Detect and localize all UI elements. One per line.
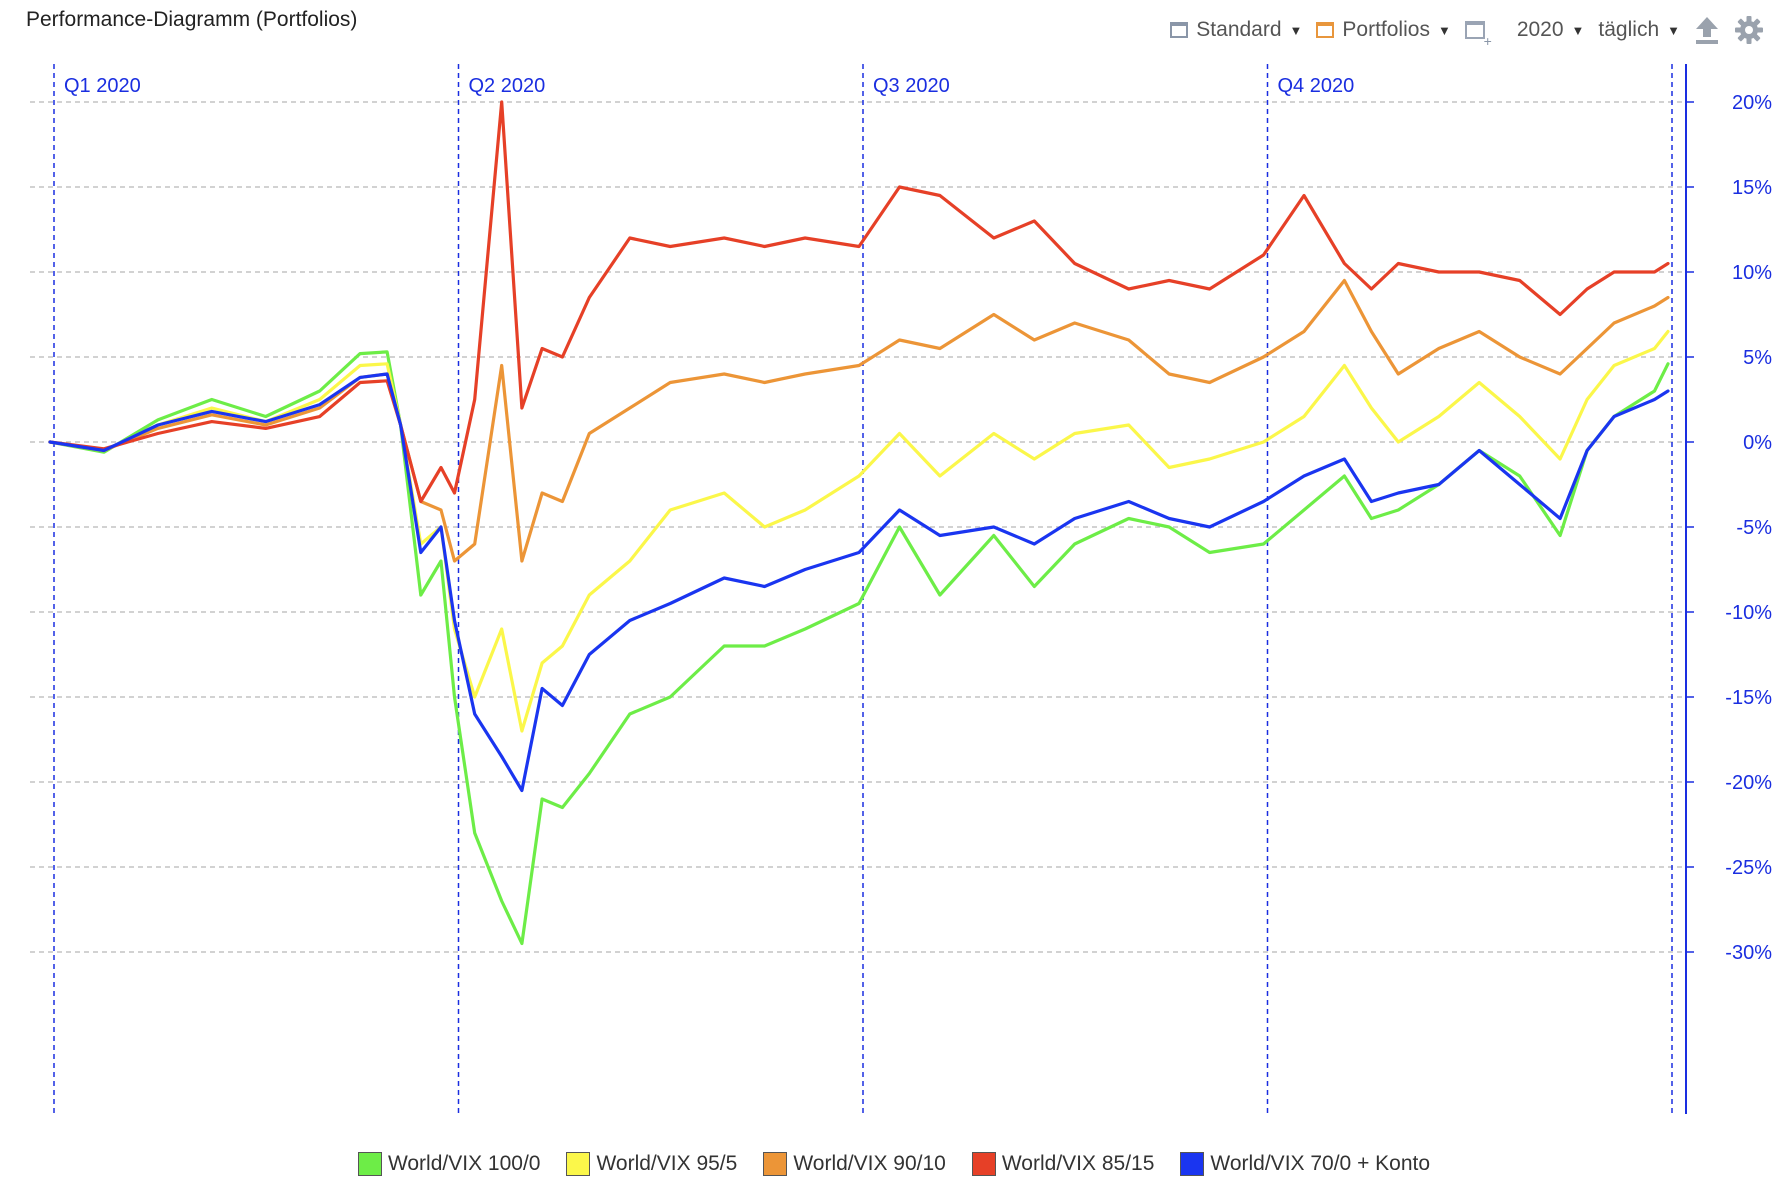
legend: World/VIX 100/0 World/VIX 95/5 World/VIX 9… (0, 1152, 1788, 1176)
year-dropdown[interactable]: 2020 ▼ (1517, 18, 1585, 42)
quarter-markers: Q1 2020 Q2 2020 Q3 2020 Q4 2020 (53, 64, 1673, 1114)
legend-swatch (971, 1152, 996, 1176)
series-line[interactable] (48, 350, 1670, 946)
y-tick-label: 5% (1743, 347, 1772, 369)
y-tick-label: 20% (1732, 92, 1772, 114)
year-label: 2020 (1516, 18, 1564, 41)
group-label: Portfolios (1342, 18, 1430, 41)
gridlines (30, 101, 1682, 953)
chevron-down-icon: ▼ (1289, 22, 1303, 38)
performance-chart[interactable]: Q1 2020 Q2 2020 Q3 2020 Q4 2020 20% 15% 10% 5%… (0, 60, 1788, 1120)
y-tick-label: 10% (1732, 262, 1772, 284)
legend-label: World/VIX 70/0 + Konto (1210, 1152, 1431, 1175)
legend-label: World/VIX 90/10 (793, 1152, 946, 1175)
interval-label: täglich (1598, 18, 1660, 41)
quarter-label: Q1 2020 (64, 75, 141, 97)
quarter-label: Q4 2020 (1278, 75, 1355, 97)
add-window-icon (1464, 21, 1492, 49)
gear-icon[interactable] (1734, 15, 1764, 45)
window-icon (1170, 22, 1189, 38)
chevron-down-icon: ▼ (1667, 22, 1680, 38)
group-dropdown[interactable]: Portfolios ▼ (1316, 18, 1451, 42)
series-line[interactable] (48, 372, 1670, 793)
legend-item[interactable]: World/VIX 90/10 (763, 1152, 946, 1176)
y-tick-label: 0% (1743, 432, 1772, 454)
legend-swatch (566, 1152, 591, 1176)
upload-icon[interactable] (1694, 15, 1720, 45)
legend-swatch (357, 1152, 382, 1176)
y-tick-label: -15% (1725, 687, 1772, 709)
y-tick-label: -10% (1725, 602, 1772, 624)
y-tick-label: -20% (1725, 772, 1772, 794)
legend-item[interactable]: World/VIX 100/0 (357, 1152, 541, 1176)
series-lines (48, 100, 1670, 946)
legend-swatch (1180, 1152, 1205, 1176)
quarter-label: Q2 2020 (469, 75, 546, 97)
series-line[interactable] (48, 329, 1670, 733)
series-line[interactable] (48, 278, 1670, 563)
y-tick-label: -5% (1736, 517, 1772, 539)
toolbar: Standard ▼ Portfolios ▼ 2020 ▼ täglich ▼ (1156, 12, 1764, 49)
chevron-down-icon: ▼ (1571, 22, 1585, 38)
y-tick-label: -30% (1725, 942, 1772, 964)
legend-label: World/VIX 85/15 (1001, 1152, 1155, 1175)
y-axis: 20% 15% 10% 5% 0% -5% -10% -15% -20% -25% -30% (1685, 64, 1772, 1114)
legend-item[interactable]: World/VIX 85/15 (971, 1152, 1155, 1176)
y-tick-label: -25% (1725, 857, 1772, 879)
legend-swatch (763, 1152, 788, 1176)
legend-label: World/VIX 95/5 (596, 1152, 738, 1175)
view-dropdown[interactable]: Standard ▼ (1170, 18, 1302, 42)
interval-dropdown[interactable]: täglich ▼ (1598, 18, 1680, 42)
add-window-button[interactable] (1464, 21, 1492, 49)
view-label: Standard (1196, 18, 1282, 41)
portfolio-window-icon (1316, 22, 1335, 38)
y-tick-label: 15% (1732, 177, 1772, 199)
legend-item[interactable]: World/VIX 95/5 (566, 1152, 737, 1176)
window-title: Performance-Diagramm (Portfolios) (26, 8, 358, 31)
quarter-label: Q3 2020 (873, 75, 950, 97)
legend-label: World/VIX 100/0 (387, 1152, 541, 1175)
chevron-down-icon: ▼ (1437, 22, 1451, 38)
legend-item[interactable]: World/VIX 70/0 + Konto (1180, 1152, 1430, 1176)
